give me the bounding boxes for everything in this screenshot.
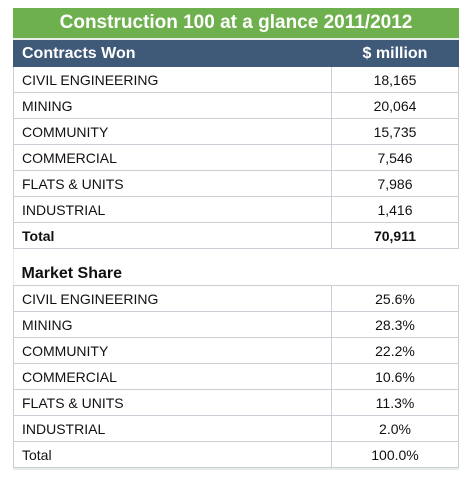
data-row: FLATS & UNITS 7,986 [13, 170, 459, 197]
summary-table: Contracts Won $ million CIVIL ENGINEERING 1… [13, 40, 459, 468]
value-cell: 25.6% [331, 285, 459, 312]
value-cell: 100.0% [331, 441, 459, 468]
label-cell: Total [13, 222, 332, 249]
value-cell: 20,064 [331, 92, 459, 119]
value-cell: 10.6% [331, 363, 459, 390]
label-cell: MINING [13, 92, 332, 119]
value-cell: 70,911 [331, 222, 459, 249]
label-cell: INDUSTRIAL [13, 196, 332, 223]
value-cell: 7,546 [331, 144, 459, 171]
value-cell: 7,986 [331, 170, 459, 197]
data-row: COMMUNITY 22.2% [13, 337, 459, 364]
label-cell: FLATS & UNITS [13, 389, 332, 416]
value-cell: 2.0% [331, 415, 459, 442]
value-cell: 15,735 [331, 118, 459, 145]
label-cell: COMMUNITY [13, 118, 332, 145]
summary-panel: Construction 100 at a glance 2011/2012 C… [13, 8, 459, 470]
data-row: FLATS & UNITS 11.3% [13, 389, 459, 416]
value-cell: 11.3% [331, 389, 459, 416]
label-cell: COMMUNITY [13, 337, 332, 364]
label-cell: Contracts Won [13, 40, 332, 67]
label-cell: COMMERCIAL [13, 363, 332, 390]
label-cell: Market Share [13, 248, 459, 286]
value-cell: 1,416 [331, 196, 459, 223]
data-row: INDUSTRIAL 1,416 [13, 196, 459, 223]
data-row: CIVIL ENGINEERING 25.6% [13, 285, 459, 312]
label-cell: FLATS & UNITS [13, 170, 332, 197]
section-row: Market Share [13, 248, 459, 286]
value-cell: $ million [331, 40, 459, 67]
header-row: Contracts Won $ million [13, 40, 459, 67]
data-row: MINING 28.3% [13, 311, 459, 338]
data-row: COMMERCIAL 10.6% [13, 363, 459, 390]
panel-title: Construction 100 at a glance 2011/2012 [13, 8, 459, 38]
data-row: COMMERCIAL 7,546 [13, 144, 459, 171]
value-cell: 18,165 [331, 66, 459, 93]
label-cell: COMMERCIAL [13, 144, 332, 171]
total-row: Total 100.0% [13, 441, 459, 468]
table-body: Contracts Won $ million CIVIL ENGINEERING 1… [13, 40, 459, 468]
value-cell: 28.3% [331, 311, 459, 338]
data-row: COMMUNITY 15,735 [13, 118, 459, 145]
value-cell: 22.2% [331, 337, 459, 364]
label-cell: CIVIL ENGINEERING [13, 285, 332, 312]
label-cell: CIVIL ENGINEERING [13, 66, 332, 93]
total-row: Total 70,911 [13, 222, 459, 249]
label-cell: Total [13, 441, 332, 468]
label-cell: MINING [13, 311, 332, 338]
data-row: MINING 20,064 [13, 92, 459, 119]
data-row: INDUSTRIAL 2.0% [13, 415, 459, 442]
label-cell: INDUSTRIAL [13, 415, 332, 442]
data-row: CIVIL ENGINEERING 18,165 [13, 66, 459, 93]
